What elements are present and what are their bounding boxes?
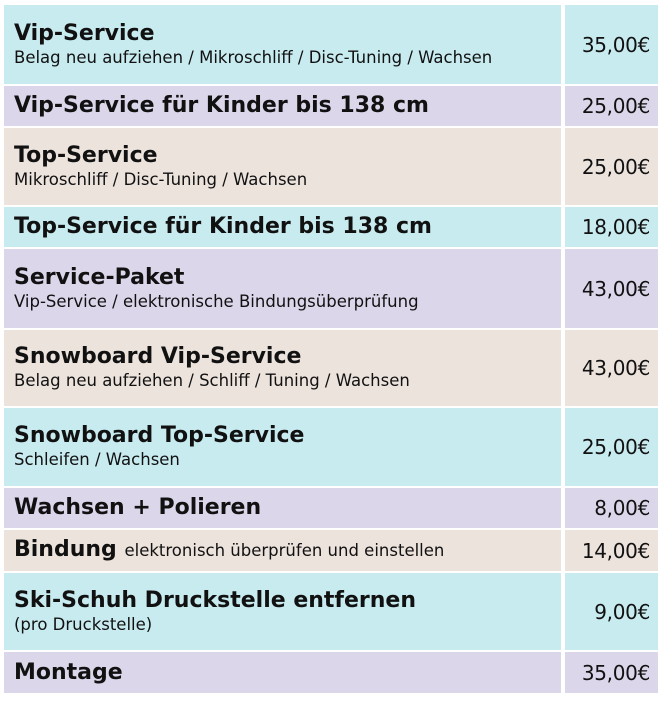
service-description-cell: Top-Service für Kinder bis 138 cm xyxy=(4,207,561,247)
service-subtitle: Schleifen / Wachsen xyxy=(14,450,180,469)
service-subtitle: Belag neu aufziehen / Mikroschliff / Dis… xyxy=(14,47,493,67)
service-price: 9,00€ xyxy=(565,573,658,650)
service-price: 18,00€ xyxy=(565,207,658,247)
service-description-cell: Top-Service Mikroschliff / Disc-Tuning /… xyxy=(4,128,561,205)
service-title: Service-Paket xyxy=(14,264,185,290)
service-title-line: Bindung elektronisch überprüfen und eins… xyxy=(14,537,561,564)
service-title: Montage xyxy=(14,659,123,685)
service-price: 8,00€ xyxy=(565,488,658,528)
service-description-cell: Vip-Service Belag neu aufziehen / Mikros… xyxy=(4,5,561,84)
service-description-cell: Bindung elektronisch überprüfen und eins… xyxy=(4,530,561,571)
service-subtitle: Vip-Service / elektronische Bindungsüber… xyxy=(14,291,419,311)
service-description-cell: Ski-Schuh Druckstelle entfernen (pro Dru… xyxy=(4,573,561,650)
price-row-montage: Montage 35,00€ xyxy=(4,652,658,693)
service-subtitle: (pro Druckstelle) xyxy=(14,614,153,634)
service-description-cell: Vip-Service für Kinder bis 138 cm xyxy=(4,86,561,126)
service-price: 43,00€ xyxy=(565,330,658,406)
service-price: 25,00€ xyxy=(565,86,658,126)
service-title: Vip-Service für Kinder bis 138 cm xyxy=(14,93,429,118)
service-price: 14,00€ xyxy=(565,530,658,571)
service-description-cell: Wachsen + Polieren xyxy=(4,488,561,528)
service-description-cell: Snowboard Top-Service Schleifen / Wachse… xyxy=(4,408,561,486)
service-price: 25,00€ xyxy=(565,408,658,486)
service-title: Top-Service für Kinder bis 138 cm xyxy=(14,214,432,239)
service-title: Vip-Service xyxy=(14,20,155,46)
service-inline-subtitle: elektronisch überprüfen und einstellen xyxy=(124,541,445,560)
service-description-cell: Montage xyxy=(4,652,561,693)
price-row-vip-service-kinder: Vip-Service für Kinder bis 138 cm 25,00€ xyxy=(4,86,658,126)
service-price: 35,00€ xyxy=(565,652,658,693)
service-title: Ski-Schuh Druckstelle entfernen xyxy=(14,587,417,613)
service-title: Bindung xyxy=(14,537,117,562)
price-row-service-paket: Service-Paket Vip-Service / elektronisch… xyxy=(4,249,658,328)
price-row-snowboard-top-service: Snowboard Top-Service Schleifen / Wachse… xyxy=(4,408,658,486)
price-row-bindung: Bindung elektronisch überprüfen und eins… xyxy=(4,530,658,571)
service-description-cell: Snowboard Vip-Service Belag neu aufziehe… xyxy=(4,330,561,406)
service-subtitle: Belag neu aufziehen / Schliff / Tuning /… xyxy=(14,371,410,390)
service-price: 43,00€ xyxy=(565,249,658,328)
service-subtitle: Mikroschliff / Disc-Tuning / Wachsen xyxy=(14,169,308,189)
service-title: Snowboard Vip-Service xyxy=(14,344,302,369)
price-row-top-service-kinder: Top-Service für Kinder bis 138 cm 18,00€ xyxy=(4,207,658,247)
price-row-snowboard-vip-service: Snowboard Vip-Service Belag neu aufziehe… xyxy=(4,330,658,406)
price-row-vip-service: Vip-Service Belag neu aufziehen / Mikros… xyxy=(4,5,658,84)
price-row-ski-schuh-druckstelle: Ski-Schuh Druckstelle entfernen (pro Dru… xyxy=(4,573,658,650)
price-row-top-service: Top-Service Mikroschliff / Disc-Tuning /… xyxy=(4,128,658,205)
service-title: Top-Service xyxy=(14,142,158,168)
service-price: 25,00€ xyxy=(565,128,658,205)
service-description-cell: Service-Paket Vip-Service / elektronisch… xyxy=(4,249,561,328)
service-title: Wachsen + Polieren xyxy=(14,495,262,520)
service-price: 35,00€ xyxy=(565,5,658,84)
price-row-wachsen-polieren: Wachsen + Polieren 8,00€ xyxy=(4,488,658,528)
service-title: Snowboard Top-Service xyxy=(14,423,305,448)
